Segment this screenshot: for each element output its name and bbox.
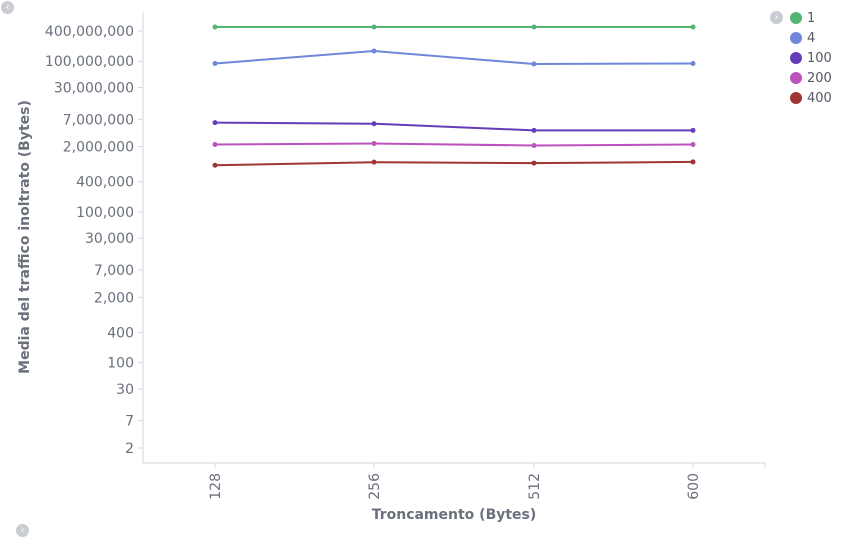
series-line-4[interactable] — [214, 49, 694, 66]
y-tick-label: 2 — [125, 441, 134, 457]
x-tick-label: 600 — [686, 473, 702, 500]
y-tick-label: 30,000 — [85, 231, 134, 247]
series-line-200[interactable] — [214, 142, 694, 147]
legend-toggle-icon[interactable]: › — [770, 11, 783, 24]
data-point[interactable] — [212, 162, 218, 168]
legend-swatch-icon — [790, 12, 802, 24]
legend-label: 4 — [807, 30, 816, 46]
y-tick-label: 100,000 — [76, 205, 134, 221]
y-tick-label: 2,000 — [94, 290, 134, 306]
y-tick-label: 400 — [107, 325, 134, 341]
legend-item-4[interactable]: 4 — [790, 28, 832, 48]
y-tick-label: 30,000,000 — [54, 81, 134, 97]
y-tick-label: 2,000,000 — [63, 140, 134, 156]
y-tick-label: 100,000,000 — [45, 54, 134, 70]
y-tick-label: 100 — [107, 356, 134, 372]
data-point[interactable] — [531, 127, 537, 133]
data-point[interactable] — [371, 141, 377, 147]
data-point[interactable] — [690, 127, 696, 133]
y-tick-label: 7,000 — [94, 263, 134, 279]
legend-swatch-icon — [790, 72, 802, 84]
data-point[interactable] — [531, 61, 537, 67]
data-point[interactable] — [212, 24, 218, 30]
legend-label: 200 — [807, 70, 832, 86]
legend-swatch-icon — [790, 52, 802, 64]
series-line-100[interactable] — [214, 121, 693, 132]
data-point[interactable] — [212, 142, 218, 148]
x-tick-label: 128 — [208, 473, 224, 500]
data-point[interactable] — [531, 143, 537, 149]
x-axis-title: Troncamento (Bytes) — [372, 507, 537, 523]
data-point[interactable] — [531, 24, 537, 30]
data-point[interactable] — [531, 160, 537, 166]
legend-label: 400 — [807, 90, 832, 106]
legend-label: 100 — [807, 50, 832, 66]
collapse-options-icon[interactable]: ‹ — [1, 1, 14, 14]
data-point[interactable] — [371, 121, 377, 127]
legend-swatch-icon — [790, 32, 802, 44]
data-point[interactable] — [212, 120, 218, 126]
legend-item-1[interactable]: 1 — [790, 8, 832, 28]
y-tick-label: 30 — [116, 382, 134, 398]
x-tick-label: 512 — [527, 473, 543, 500]
legend-item-200[interactable]: 200 — [790, 68, 832, 88]
legend: 1 4 100 200 400 — [790, 8, 832, 108]
data-point[interactable] — [212, 61, 218, 67]
data-point[interactable] — [371, 48, 377, 54]
y-tick-label: 400,000 — [76, 175, 134, 191]
legend-item-100[interactable]: 100 — [790, 48, 832, 68]
y-axis-title: Media del traffico inoltrato (Bytes) — [17, 100, 33, 374]
data-point[interactable] — [690, 61, 696, 67]
data-point[interactable] — [371, 159, 377, 165]
data-point[interactable] — [371, 24, 377, 30]
data-point[interactable] — [690, 24, 696, 30]
legend-item-400[interactable]: 400 — [790, 88, 832, 108]
x-tick-label: 256 — [367, 473, 383, 500]
y-tick-label: 400,000,000 — [45, 24, 134, 40]
legend-swatch-icon — [790, 92, 802, 104]
data-point[interactable] — [690, 159, 696, 165]
data-point[interactable] — [690, 142, 696, 148]
y-tick-label: 7,000,000 — [63, 112, 134, 128]
y-tick-label: 7 — [125, 414, 134, 430]
legend-label: 1 — [807, 10, 816, 26]
series-line-400[interactable] — [214, 160, 694, 167]
